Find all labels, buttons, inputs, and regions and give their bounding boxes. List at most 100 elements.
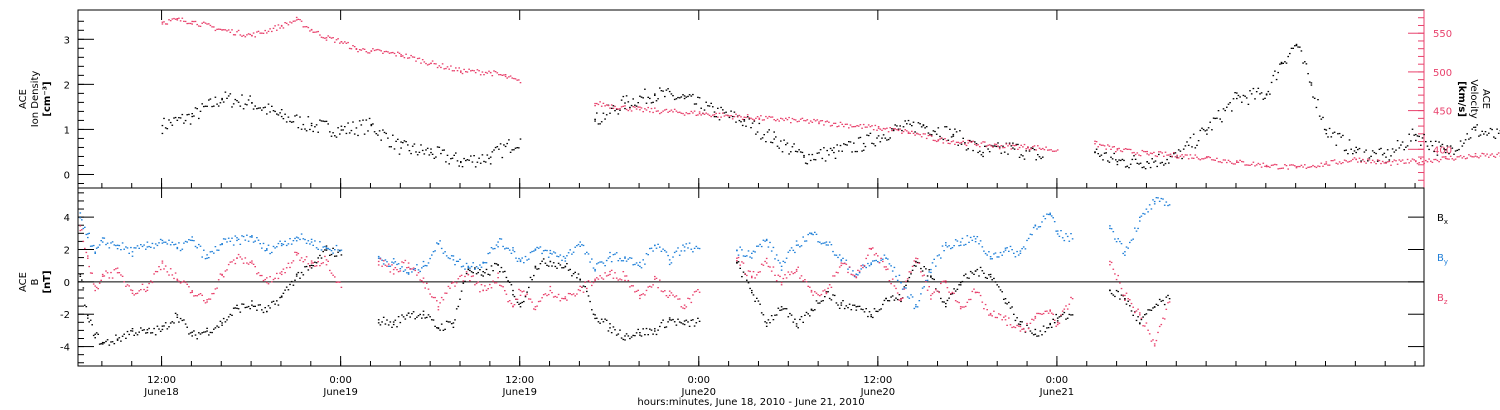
ion-density-point — [478, 157, 480, 159]
by-point — [284, 240, 286, 242]
velocity-point — [673, 108, 676, 110]
bx-point — [103, 342, 106, 344]
bz-point — [534, 306, 537, 308]
bz-point — [695, 290, 698, 292]
bz-point — [299, 259, 301, 261]
by-point — [82, 227, 85, 230]
ion-density-point — [196, 108, 198, 110]
bz-point — [867, 254, 869, 256]
velocity-point — [1305, 167, 1308, 169]
bz-point — [685, 306, 688, 308]
by-point — [1049, 212, 1051, 214]
bx-point — [164, 322, 167, 324]
velocity-point — [718, 112, 721, 114]
ion-density-point — [319, 119, 321, 121]
bz-point — [1160, 323, 1163, 326]
by-point — [279, 240, 281, 242]
bx-point — [898, 294, 901, 296]
velocity-point — [327, 35, 329, 37]
bz-point — [319, 265, 321, 267]
ion-density-point — [1206, 129, 1208, 131]
bx-point — [1120, 294, 1123, 296]
bz-point — [422, 277, 425, 279]
velocity-point — [1406, 158, 1409, 161]
by-point — [327, 248, 329, 250]
by-point — [1115, 241, 1118, 243]
bz-point — [1148, 333, 1151, 335]
velocity-point — [939, 138, 941, 140]
by-point — [125, 246, 127, 248]
bx-point — [926, 275, 929, 277]
velocity-point — [232, 34, 235, 36]
ion-density-point — [337, 127, 339, 129]
ion-density-point — [1352, 153, 1354, 155]
velocity-point — [1027, 147, 1029, 149]
velocity-point — [458, 67, 460, 69]
bx-point — [518, 303, 520, 305]
by-point — [442, 252, 445, 254]
velocity-point — [1439, 158, 1442, 161]
bx-point — [1124, 298, 1126, 300]
ion-density-point — [1277, 71, 1279, 74]
by-point — [1019, 252, 1022, 254]
velocity-point — [516, 79, 518, 81]
bx-point — [1019, 321, 1022, 323]
bz-point — [984, 303, 987, 306]
bx-point — [231, 314, 233, 316]
velocity-axis-title-line1: ACE — [1480, 89, 1491, 109]
bx-point — [774, 314, 776, 316]
velocity-point — [519, 82, 522, 84]
bx-point — [116, 338, 119, 340]
bz-point — [855, 276, 858, 278]
bz-point — [232, 259, 235, 261]
bz-point — [138, 290, 140, 292]
time-tick-label: 0:00 — [1046, 375, 1068, 386]
by-point — [181, 248, 184, 250]
ion-density-point — [420, 144, 422, 146]
ion-density-point — [1002, 145, 1004, 147]
velocity-point — [1418, 162, 1420, 164]
bx-point — [1036, 335, 1038, 337]
by-point — [1157, 197, 1159, 199]
by-point — [1021, 248, 1023, 250]
bz-point — [659, 279, 661, 281]
by-point — [482, 262, 484, 264]
bz-point — [744, 273, 746, 275]
bz-point — [407, 266, 410, 268]
ion-density-point — [1038, 156, 1041, 158]
bz-point — [123, 281, 125, 283]
ion-density-point — [166, 128, 169, 130]
by-point — [1060, 230, 1062, 232]
bz-point — [482, 289, 484, 292]
by-point — [551, 253, 553, 255]
bz-point — [936, 290, 939, 292]
velocity-point — [353, 46, 356, 48]
by-point — [1071, 238, 1074, 240]
velocity-point — [428, 63, 431, 65]
bz-point — [1153, 343, 1156, 345]
ion-density-point — [1194, 147, 1197, 149]
velocity-point — [476, 69, 479, 71]
bz-point — [1024, 330, 1027, 333]
velocity-point — [518, 79, 520, 81]
ion-density-point — [939, 135, 941, 138]
velocity-point — [1448, 158, 1450, 160]
bz-point — [554, 295, 557, 298]
bz-point — [549, 285, 552, 288]
ion-density-point — [1473, 126, 1475, 128]
ion-density-point — [683, 95, 686, 97]
bx-point — [654, 328, 656, 330]
ion-density-point — [334, 135, 336, 137]
by-point — [579, 245, 581, 247]
ion-density-point — [793, 143, 795, 145]
by-point — [998, 256, 1000, 258]
ion-density-point — [1444, 149, 1447, 151]
bx-point — [541, 260, 543, 262]
bz-segment — [1109, 260, 1171, 347]
velocity-tick-label: 450 — [1433, 107, 1452, 118]
bx-point — [222, 317, 225, 320]
velocity-point — [1134, 153, 1137, 156]
velocity-point — [654, 107, 656, 109]
bz-point — [130, 289, 132, 291]
velocity-point — [879, 128, 882, 130]
